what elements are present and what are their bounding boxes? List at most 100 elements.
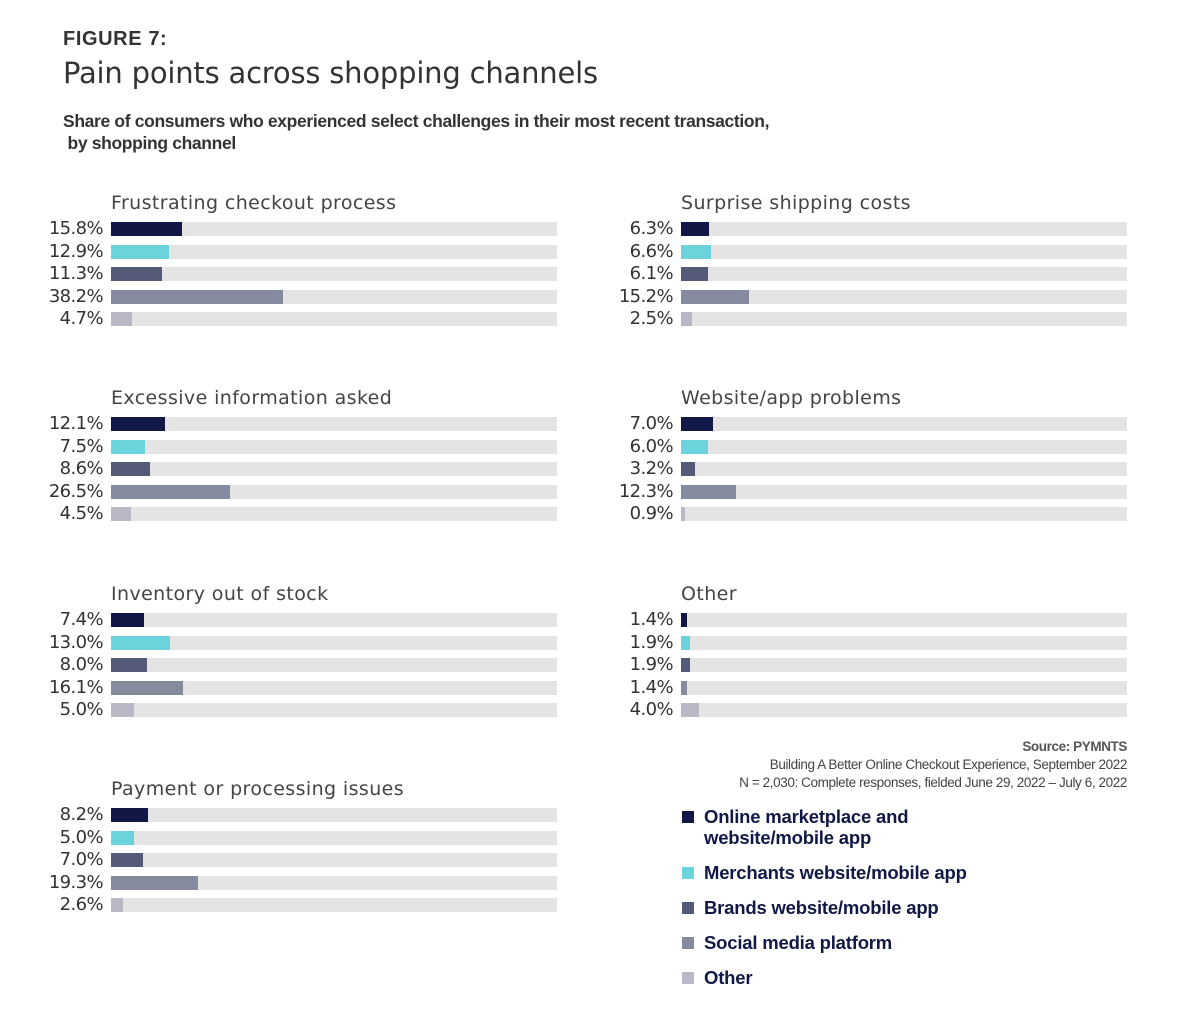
value-label: 11.3%	[48, 263, 104, 284]
bar-track	[681, 635, 1127, 650]
bar-track	[111, 417, 557, 431]
bar-track	[681, 244, 1127, 259]
bar-other	[111, 507, 132, 521]
value-label: 12.3%	[618, 480, 674, 502]
legend-label: Other	[704, 967, 753, 988]
bar-brands-website-mobile-app	[681, 462, 696, 476]
value-label: 3.2%	[629, 458, 674, 479]
bar-row: 7.4%	[40, 609, 560, 631]
bar-track	[681, 417, 1127, 431]
bar-row: 5.0%	[40, 699, 560, 721]
value-label: 12.1%	[48, 413, 104, 434]
bar-track	[111, 289, 557, 304]
bar-merchants-website-mobile-app	[111, 635, 170, 650]
value-label: 4.5%	[59, 503, 104, 524]
bar-track	[681, 312, 1127, 326]
bar-social-media-platform	[111, 875, 198, 890]
legend-item-merchants: Merchants website/mobile app	[682, 862, 967, 883]
bar-social-media-platform	[111, 484, 231, 499]
value-label: 2.5%	[629, 308, 674, 329]
bar-track	[111, 507, 557, 521]
source-note: Source: PYMNTS Building A Better Online …	[739, 738, 1127, 792]
legend-label: Online marketplace and	[704, 806, 909, 827]
bar-other	[681, 312, 693, 326]
bar-row: 4.0%	[610, 699, 1130, 721]
source-heading: Source: PYMNTS	[1022, 739, 1127, 754]
value-label: 7.0%	[59, 849, 104, 870]
bar-row: 0.9%	[610, 503, 1130, 525]
legend-label: Social media platform	[704, 932, 893, 953]
value-label: 4.0%	[629, 699, 674, 720]
bar-track	[681, 439, 1127, 454]
figure-label: FIGURE 7:	[63, 28, 168, 50]
bar-track	[111, 635, 557, 650]
panel-title: Surprise shipping costs	[681, 192, 911, 214]
bar-track	[681, 462, 1127, 476]
value-label: 8.0%	[59, 654, 104, 675]
value-label: 26.5%	[48, 480, 104, 502]
value-label: 7.0%	[629, 413, 674, 434]
bar-merchants-website-mobile-app	[681, 439, 708, 454]
bar-merchants-website-mobile-app	[681, 244, 711, 259]
legend-label-cont: website/mobile app	[704, 827, 872, 848]
legend-item-brands: Brands website/mobile app	[682, 897, 967, 918]
bar-track	[111, 703, 557, 717]
bar-other	[681, 703, 699, 717]
bar-track	[111, 808, 557, 822]
source-report: Building A Better Online Checkout Experi…	[769, 757, 1128, 772]
bar-track	[681, 484, 1127, 499]
bar-row: 13.0%	[40, 632, 560, 654]
panel-title: Excessive information asked	[111, 387, 393, 409]
bar-online-marketplace-and-website-mobile-app	[681, 222, 710, 236]
value-label: 15.8%	[48, 218, 104, 239]
legend-item-social-media: Social media platform	[682, 932, 967, 953]
bar-other	[681, 507, 686, 521]
bar-row: 7.0%	[610, 413, 1130, 435]
bar-track	[111, 613, 557, 627]
bar-online-marketplace-and-website-mobile-app	[681, 417, 713, 431]
bar-row: 1.9%	[610, 632, 1130, 654]
bar-row: 1.4%	[610, 677, 1130, 699]
bar-row: 1.4%	[610, 609, 1130, 631]
bar-merchants-website-mobile-app	[111, 244, 170, 259]
bar-row: 15.2%	[610, 286, 1130, 308]
bar-track	[111, 830, 557, 845]
bar-track	[111, 267, 557, 281]
legend-swatch	[682, 867, 694, 879]
bar-row: 7.5%	[40, 436, 560, 458]
bar-track	[681, 680, 1127, 695]
bar-row: 12.1%	[40, 413, 560, 435]
value-label: 13.0%	[48, 631, 104, 653]
value-label: 4.7%	[59, 308, 104, 329]
source-sample: N = 2,030: Complete responses, fielded J…	[739, 775, 1127, 790]
value-label: 19.3%	[48, 871, 104, 893]
bar-track	[681, 703, 1127, 717]
bar-merchants-website-mobile-app	[111, 439, 145, 454]
legend-swatch	[682, 811, 694, 823]
panel-title: Payment or processing issues	[111, 778, 405, 800]
panel-website-app-problems: Website/app problems 7.0% 6.0% 3.2% 12.3% 0.9…	[610, 387, 1130, 537]
legend-swatch	[682, 972, 694, 984]
panel-title: Frustrating checkout process	[111, 192, 397, 214]
bar-track	[111, 875, 557, 890]
bar-track	[111, 680, 557, 695]
bar-row: 11.3%	[40, 263, 560, 285]
bar-row: 6.6%	[610, 241, 1130, 263]
bar-track	[681, 658, 1127, 672]
panel-inventory-out-of-stock: Inventory out of stock 7.4% 13.0% 8.0% 16.1%…	[40, 583, 560, 733]
bar-track	[111, 853, 557, 867]
bar-track	[111, 484, 557, 499]
bar-track	[681, 289, 1127, 304]
bar-online-marketplace-and-website-mobile-app	[681, 613, 688, 627]
value-label: 1.4%	[629, 609, 674, 630]
bar-row: 12.3%	[610, 481, 1130, 503]
bar-other	[111, 312, 133, 326]
legend-item-online-marketplace: Online marketplace and website/mobile ap…	[682, 806, 967, 848]
bar-social-media-platform	[681, 680, 688, 695]
bar-brands-website-mobile-app	[111, 658, 147, 672]
panel-title: Inventory out of stock	[111, 583, 329, 605]
bar-track	[111, 439, 557, 454]
bar-brands-website-mobile-app	[681, 267, 709, 281]
panel-surprise-shipping-costs: Surprise shipping costs 6.3% 6.6% 6.1% 15.2%…	[610, 192, 1130, 342]
value-label: 5.0%	[59, 826, 104, 848]
